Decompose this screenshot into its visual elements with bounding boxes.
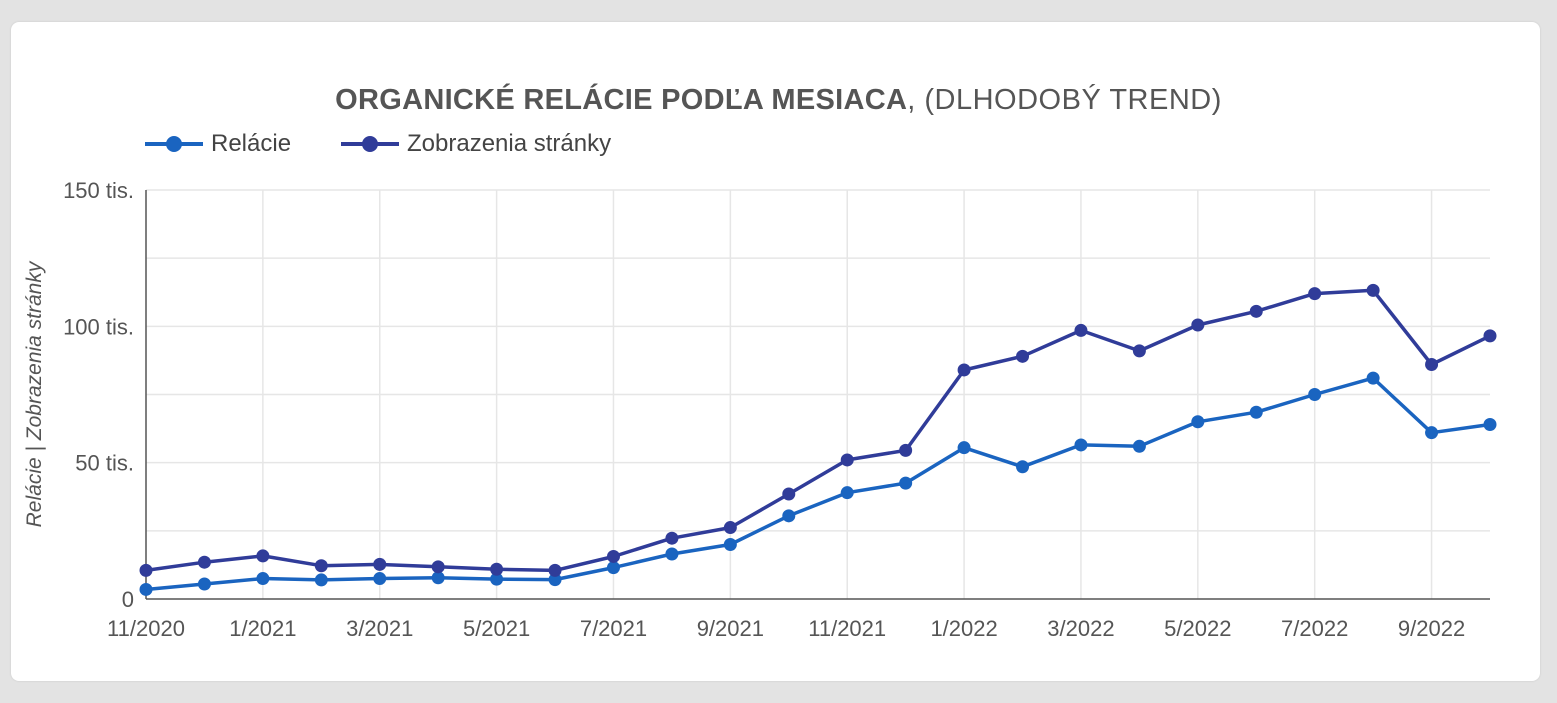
series-1-point: [665, 531, 679, 545]
x-tick-label: 9/2021: [697, 616, 764, 641]
series-0-point: [840, 486, 854, 500]
series-1-point: [1074, 323, 1088, 337]
x-tick-label: 11/2021: [808, 616, 886, 641]
series-0-point: [1191, 415, 1205, 429]
series-1-point: [840, 453, 854, 467]
y-tick-label: 0: [122, 587, 134, 612]
series-1-point: [256, 549, 270, 563]
series-0-point: [1425, 426, 1439, 440]
series-0-point: [957, 441, 971, 455]
series-0-point: [899, 476, 913, 490]
series-1-point: [723, 521, 737, 535]
chart-card: [11, 22, 1540, 681]
series-1-point: [1425, 358, 1439, 372]
series-0-point: [665, 547, 679, 561]
x-tick-label: 5/2022: [1164, 616, 1231, 641]
series-0-point: [1308, 388, 1322, 401]
x-tick-label: 3/2021: [346, 616, 413, 641]
legend-label-zobrazenia: Zobrazenia stránky: [407, 130, 612, 157]
series-line-1: [144, 288, 1492, 573]
x-tick-label: 5/2021: [463, 616, 530, 641]
x-tick-label: 11/2020: [107, 616, 185, 641]
x-tick-label: 3/2022: [1047, 616, 1114, 641]
y-tick-label: 100 tis.: [63, 314, 134, 339]
series-0-point: [1016, 460, 1030, 474]
series-1-point: [548, 563, 562, 577]
legend-item-relacie[interactable]: Relácie: [145, 128, 291, 160]
legend-item-zobrazenia[interactable]: Zobrazenia stránky: [341, 128, 611, 160]
series-1-point: [1308, 287, 1322, 301]
series-1-point: [1483, 329, 1497, 343]
series-1-point: [431, 560, 445, 574]
legend-swatch-relacie: [145, 134, 203, 154]
series-line-0: [144, 376, 1492, 592]
series-0-point: [606, 561, 620, 575]
series-1-point: [606, 549, 620, 563]
series-1-point: [1366, 283, 1380, 297]
series-1-point: [197, 555, 211, 569]
series-0-point: [490, 572, 504, 586]
series-0-point: [1249, 405, 1263, 419]
series-0-point: [1074, 438, 1088, 452]
series-0-point: [139, 582, 153, 596]
y-tick-label: 50 tis.: [75, 451, 134, 476]
series-0-point: [548, 573, 562, 587]
series-0-point: [197, 577, 211, 591]
legend-swatch-zobrazenia: [341, 134, 399, 154]
series-0-point: [256, 572, 270, 586]
x-tick-label: 9/2022: [1398, 616, 1465, 641]
y-axis-label: Relácie | Zobrazenia stránky: [23, 260, 46, 527]
series-0-point: [1132, 439, 1146, 453]
series-1-point: [899, 443, 913, 457]
y-tick-label: 150 tis.: [63, 178, 134, 203]
series-0-point: [723, 537, 737, 551]
series-1-point: [1016, 349, 1030, 363]
series-1-point: [1132, 344, 1146, 358]
series-1-point: [957, 363, 971, 377]
series-1-point: [1249, 304, 1263, 318]
series-1-point: [373, 557, 387, 571]
series-0-point: [1483, 417, 1497, 431]
legend-label-relacie: Relácie: [211, 130, 292, 157]
series-0-point: [314, 573, 328, 587]
series-1-point: [782, 487, 796, 501]
series-0-point: [1366, 371, 1380, 385]
series-0-point: [782, 509, 796, 523]
x-tick-label: 1/2022: [930, 616, 997, 641]
x-tick-label: 1/2021: [229, 616, 296, 641]
chart-title: ORGANICKÉ RELÁCIE PODĽA MESIACA, (DLHODO…: [0, 86, 1557, 115]
series-0-point: [373, 572, 387, 586]
series-1-point: [139, 563, 153, 577]
series-1-point: [490, 562, 504, 576]
series-0-point: [431, 571, 445, 585]
chart-title-bold: ORGANICKÉ RELÁCIE PODĽA MESIACA: [335, 84, 908, 116]
chart-title-subtitle: , (DLHODOBÝ TREND): [907, 84, 1222, 116]
series-1-point: [314, 559, 328, 573]
series-1-point: [1191, 318, 1205, 332]
x-tick-label: 7/2021: [580, 616, 647, 641]
x-tick-label: 7/2022: [1281, 616, 1348, 641]
